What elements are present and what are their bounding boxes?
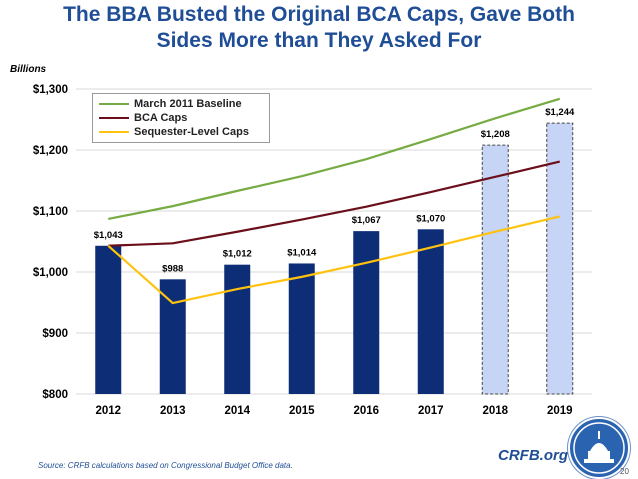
- legend-swatch-bca: [99, 117, 129, 119]
- legend-swatch-baseline: [99, 103, 129, 105]
- x-tick-label: 2019: [547, 405, 573, 417]
- legend-swatch-sequester: [99, 131, 129, 133]
- brand-link[interactable]: CRFB.org: [498, 447, 568, 464]
- y-tick-label: $1,300: [33, 84, 68, 96]
- x-tick-label: 2013: [160, 405, 186, 417]
- bar: [95, 245, 122, 394]
- page-number: 20: [620, 467, 629, 476]
- x-tick-label: 2014: [224, 405, 250, 417]
- y-tick-label: $800: [42, 389, 68, 401]
- legend-item-bca: BCA Caps: [99, 111, 263, 125]
- bar: [353, 231, 380, 394]
- bar-value-label: $1,208: [481, 129, 510, 140]
- y-tick-label: $1,100: [33, 206, 68, 218]
- series-lines: [107, 97, 561, 305]
- legend-label-baseline: March 2011 Baseline: [134, 98, 242, 110]
- x-tick-label: 2012: [95, 405, 121, 417]
- y-tick-label: $1,000: [33, 267, 68, 279]
- bar-value-label: $1,012: [223, 249, 252, 260]
- title-line-1: The BBA Busted the Original BCA Caps, Ga…: [63, 3, 575, 26]
- bar-value-label: $988: [162, 263, 183, 274]
- bar-projected: [481, 144, 509, 395]
- x-tick-label: 2016: [353, 405, 379, 417]
- bar-value-labels: $1,043 $988 $1,012 $1,014 $1,067 $1,070 $1,208…: [94, 107, 575, 274]
- y-axis-ticks: $800 $900 $1,000 $1,100 $1,200 $1,300: [33, 84, 68, 401]
- bar-value-label: $1,244: [545, 107, 575, 118]
- chart-legend: March 2011 Baseline BCA Caps Sequester-L…: [92, 93, 270, 143]
- source-note: Source: CRFB calculations based on Congr…: [38, 461, 293, 470]
- bar-value-label: $1,043: [94, 230, 123, 241]
- legend-item-sequester: Sequester-Level Caps: [99, 125, 263, 139]
- bar: [224, 264, 251, 394]
- chart-title: The BBA Busted the Original BCA Caps, Ga…: [0, 2, 638, 54]
- bar-value-label: $1,070: [416, 213, 445, 224]
- bar-projected: [546, 122, 574, 395]
- x-axis-ticks: 2012 2013 2014 2015 2016 2017 2018 2019: [95, 405, 572, 417]
- capitol-dome-seal-icon: [568, 417, 630, 479]
- bar-value-label: $1,067: [352, 215, 381, 226]
- legend-label-bca: BCA Caps: [134, 112, 188, 124]
- x-tick-label: 2017: [418, 405, 444, 417]
- series-line-2: [107, 215, 561, 305]
- x-tick-label: 2015: [289, 405, 315, 417]
- x-tick-label: 2018: [482, 405, 508, 417]
- y-unit-label: Billions: [10, 64, 47, 75]
- bars: [95, 122, 574, 395]
- y-tick-label: $900: [42, 328, 68, 340]
- legend-label-sequester: Sequester-Level Caps: [134, 126, 249, 138]
- bar: [288, 263, 315, 394]
- series-line-1: [108, 160, 561, 247]
- y-tick-label: $1,200: [33, 145, 68, 157]
- bar: [417, 229, 444, 394]
- legend-item-baseline: March 2011 Baseline: [99, 97, 263, 111]
- series-line-0: [108, 97, 561, 221]
- bar: [159, 279, 186, 394]
- title-line-2: Sides More than They Asked For: [156, 29, 482, 52]
- bar-value-label: $1,014: [287, 247, 317, 258]
